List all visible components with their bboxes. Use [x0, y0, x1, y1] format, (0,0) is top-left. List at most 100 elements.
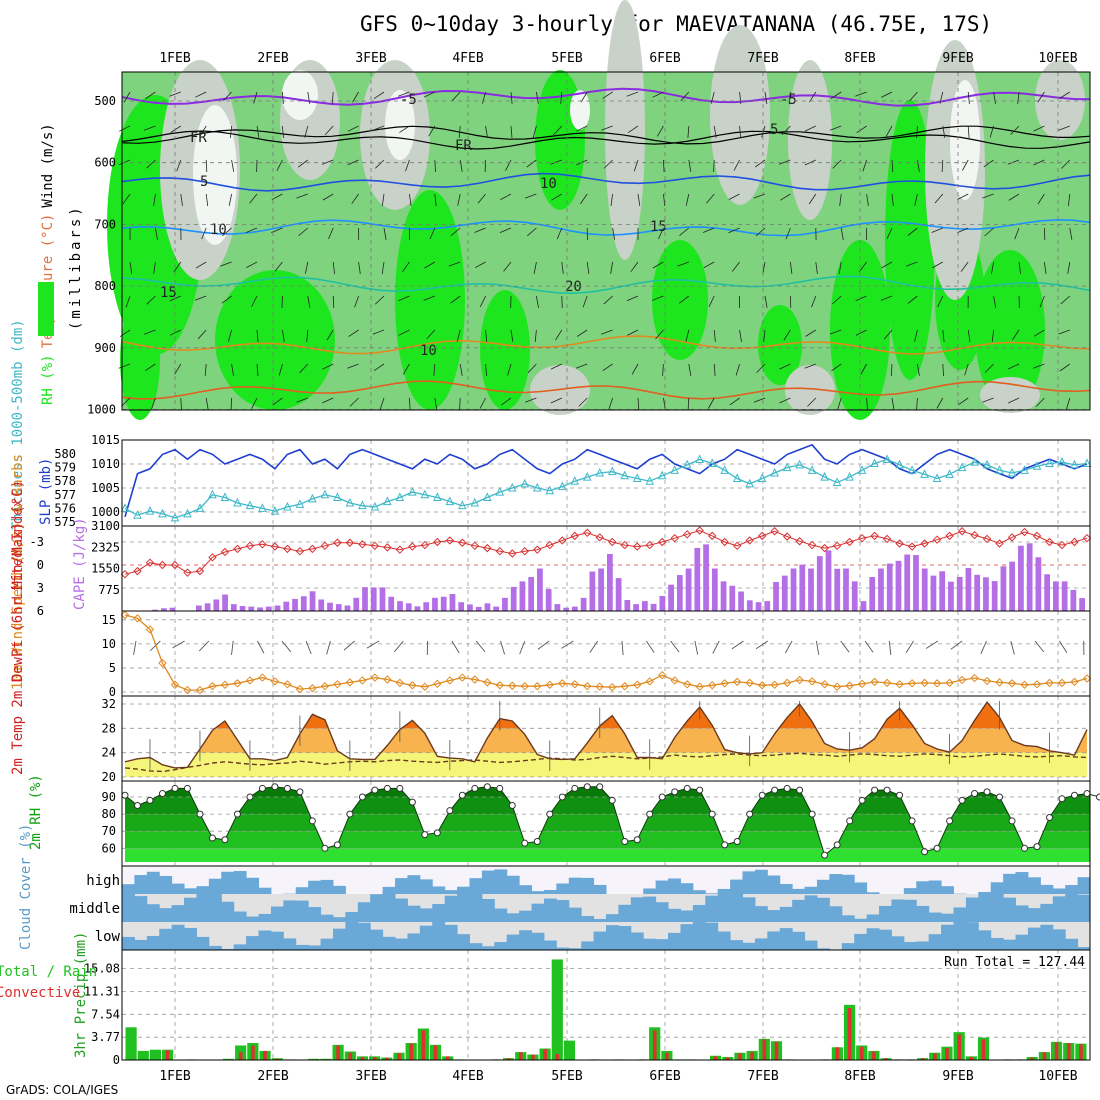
cloud-cover-bar	[730, 894, 744, 922]
data-point	[283, 501, 292, 511]
data-point	[233, 679, 242, 688]
wind-barb	[702, 227, 715, 233]
data-point	[433, 537, 442, 547]
data-point	[208, 682, 217, 691]
data-point	[845, 537, 854, 547]
wind-barb	[804, 363, 816, 369]
cloud-cover-bar	[308, 880, 322, 894]
data-point	[633, 542, 642, 551]
cape-bar	[921, 568, 928, 611]
precip-convective-bar	[543, 1049, 547, 1060]
data-point	[895, 680, 904, 689]
cloud-cover-bar	[593, 918, 607, 922]
precip-convective-bar	[531, 1054, 535, 1060]
wind-barb	[942, 329, 945, 342]
temperature-contour	[121, 335, 1091, 355]
wind-barb	[907, 227, 918, 236]
cape-bar	[572, 606, 578, 611]
cape-bar	[1070, 589, 1077, 611]
cloud-cover-bar	[432, 904, 446, 922]
temperature-contour	[121, 87, 1091, 107]
dewpoint-series-line	[124, 752, 1088, 773]
cloud-cover-bar	[705, 895, 719, 922]
wind-barb	[991, 329, 994, 342]
data-point	[445, 496, 455, 506]
cloud-cover-bar	[556, 883, 570, 894]
wind-barb	[458, 125, 461, 139]
cape-bar	[834, 568, 841, 611]
temperature-band	[125, 728, 1087, 753]
cape-bar	[449, 594, 456, 611]
cape-bar	[318, 599, 325, 611]
wind-barb	[679, 227, 690, 236]
wind-barb	[753, 397, 766, 403]
precip-convective-bar	[738, 1053, 742, 1060]
cloud-cover-bar	[469, 943, 483, 950]
wind-barb	[223, 91, 232, 101]
data-point	[283, 544, 292, 554]
wind-barb	[551, 193, 563, 201]
cloud-cover-bar	[233, 911, 247, 922]
data-point	[870, 677, 879, 687]
y-tick-label-thickness: 580	[54, 447, 76, 461]
cloud-cover-bar	[655, 902, 669, 922]
cloud-cover-bar	[320, 914, 334, 922]
precip-convective-bar	[847, 1007, 852, 1060]
data-point	[920, 678, 929, 688]
wind-barb	[561, 261, 564, 274]
data-point	[721, 841, 729, 849]
data-point	[395, 492, 405, 502]
cloud-cover-bar	[221, 901, 235, 922]
x-tick-label: 4FEB	[452, 51, 483, 66]
wind-barb	[713, 329, 716, 342]
data-point	[395, 678, 405, 688]
cloud-cover-bar	[519, 910, 533, 922]
wind-barb	[762, 261, 766, 274]
data-point	[308, 683, 317, 693]
rh-shading-region	[885, 100, 935, 380]
wind-barb	[983, 159, 994, 168]
wind-barb	[890, 363, 893, 377]
data-point	[1020, 465, 1029, 474]
wind-barb	[627, 329, 639, 336]
cloud-cover-bar	[469, 878, 483, 894]
panel-frame	[121, 439, 1091, 527]
data-point	[832, 477, 842, 487]
cape-bar	[676, 575, 683, 611]
cape-bar	[703, 544, 709, 611]
data-point	[120, 503, 130, 512]
x-tick-label: 9FEB	[942, 51, 973, 66]
precip-convective-bar	[652, 1030, 657, 1060]
data-point	[495, 486, 505, 496]
wind-barb	[459, 397, 461, 411]
rh-band	[125, 814, 1090, 832]
cape-bar	[537, 568, 543, 611]
data-point	[333, 680, 342, 689]
precip-convective-bar	[713, 1056, 718, 1060]
data-point	[483, 678, 492, 687]
wind-barb	[829, 125, 842, 131]
data-point	[907, 679, 917, 688]
data-point	[583, 682, 592, 691]
wind-barb	[783, 329, 791, 341]
wind-barb	[1017, 91, 1020, 104]
data-point	[183, 784, 191, 792]
cloud-cover-bar	[804, 895, 818, 922]
wind-barb	[195, 261, 207, 269]
wind-barb	[1037, 91, 1045, 103]
data-point	[133, 566, 142, 576]
data-point	[932, 473, 942, 482]
wind-barb	[708, 295, 715, 307]
data-point	[470, 497, 480, 507]
wind-barb	[655, 329, 664, 340]
cape-bar	[816, 556, 823, 611]
data-point	[170, 680, 180, 689]
data-point	[908, 817, 916, 825]
x-tick-label: 1FEB	[159, 51, 190, 66]
wind-barb	[909, 91, 918, 102]
cloud-cover-bar	[1015, 934, 1029, 950]
wind-barb	[1033, 159, 1045, 166]
data-point	[882, 534, 892, 544]
data-point	[832, 541, 842, 551]
cloud-cover-bar	[941, 924, 954, 950]
